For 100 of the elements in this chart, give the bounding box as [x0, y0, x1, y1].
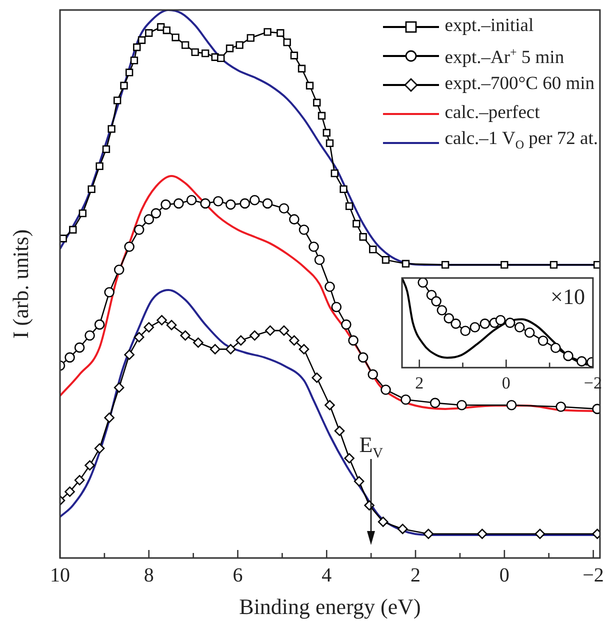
point	[480, 318, 490, 329]
point	[191, 48, 199, 56]
point	[283, 38, 291, 46]
point	[104, 287, 114, 298]
point	[138, 36, 146, 44]
point	[290, 52, 298, 60]
point	[418, 278, 428, 288]
point	[226, 199, 236, 210]
point	[69, 226, 77, 234]
point	[506, 400, 517, 410]
point	[133, 43, 141, 52]
point	[380, 384, 391, 395]
point	[213, 196, 224, 206]
point	[166, 320, 177, 330]
legend-label: expt.–initial	[444, 15, 534, 38]
y-axis-title: I (arb. units)	[8, 229, 33, 339]
legend-label: calc.–perfect	[444, 102, 540, 125]
point	[444, 313, 454, 324]
point	[382, 256, 390, 264]
point	[144, 214, 154, 224]
point	[186, 195, 197, 206]
x-tick-label: 6	[232, 564, 243, 586]
point	[84, 330, 95, 341]
point	[134, 224, 144, 235]
point	[298, 224, 310, 235]
point	[64, 352, 75, 363]
point	[236, 41, 244, 49]
point	[514, 322, 525, 332]
point	[262, 198, 273, 209]
point	[160, 199, 171, 210]
x-tick-label: 4	[322, 564, 332, 586]
x-tick-label: 0	[502, 373, 510, 392]
point	[298, 344, 310, 354]
point	[201, 49, 210, 58]
point	[368, 369, 378, 380]
point	[88, 185, 96, 194]
point	[236, 335, 246, 346]
point	[102, 145, 110, 154]
point	[348, 335, 358, 346]
point	[456, 400, 467, 410]
point	[397, 524, 408, 534]
point	[172, 34, 180, 42]
point	[64, 486, 75, 497]
point	[144, 322, 154, 332]
point	[378, 516, 388, 527]
point	[96, 162, 104, 170]
point	[84, 460, 95, 471]
point	[352, 220, 360, 228]
point	[524, 328, 535, 338]
point	[534, 528, 546, 540]
point	[436, 305, 448, 316]
point	[74, 475, 85, 486]
point	[250, 330, 260, 341]
point	[289, 214, 300, 224]
point	[331, 302, 342, 312]
point	[265, 325, 276, 336]
point	[322, 128, 330, 137]
point	[113, 96, 122, 104]
point	[550, 260, 558, 269]
point	[210, 344, 220, 354]
point	[150, 208, 162, 218]
point	[240, 198, 250, 209]
point	[130, 56, 138, 64]
point	[470, 322, 480, 332]
point	[495, 314, 506, 326]
point	[264, 28, 272, 36]
point	[326, 139, 334, 147]
x-tick-label: 2	[415, 373, 424, 392]
point	[369, 246, 377, 254]
point	[500, 260, 508, 269]
point	[324, 282, 335, 292]
point	[114, 382, 124, 393]
point	[124, 242, 134, 252]
x-tick-label: 8	[144, 564, 154, 586]
point	[120, 82, 128, 90]
point	[226, 344, 236, 354]
point	[226, 44, 234, 52]
point	[340, 185, 348, 194]
x-tick-label: −2	[582, 564, 604, 586]
point	[246, 34, 254, 42]
point	[124, 350, 134, 360]
point	[563, 350, 574, 362]
point	[312, 372, 322, 383]
point	[74, 342, 85, 353]
point	[181, 41, 190, 49]
point	[450, 318, 461, 329]
point	[145, 29, 153, 37]
point	[556, 402, 566, 412]
point	[538, 336, 548, 346]
point	[157, 23, 165, 31]
point	[114, 264, 124, 275]
point	[200, 198, 210, 209]
point	[174, 198, 184, 209]
x-axis-title: Binding energy (eV)	[239, 594, 421, 619]
point	[108, 125, 116, 133]
point	[278, 203, 290, 214]
point	[354, 476, 364, 486]
point	[308, 242, 319, 252]
x-tick-label: 10	[50, 564, 70, 586]
point	[94, 319, 105, 330]
